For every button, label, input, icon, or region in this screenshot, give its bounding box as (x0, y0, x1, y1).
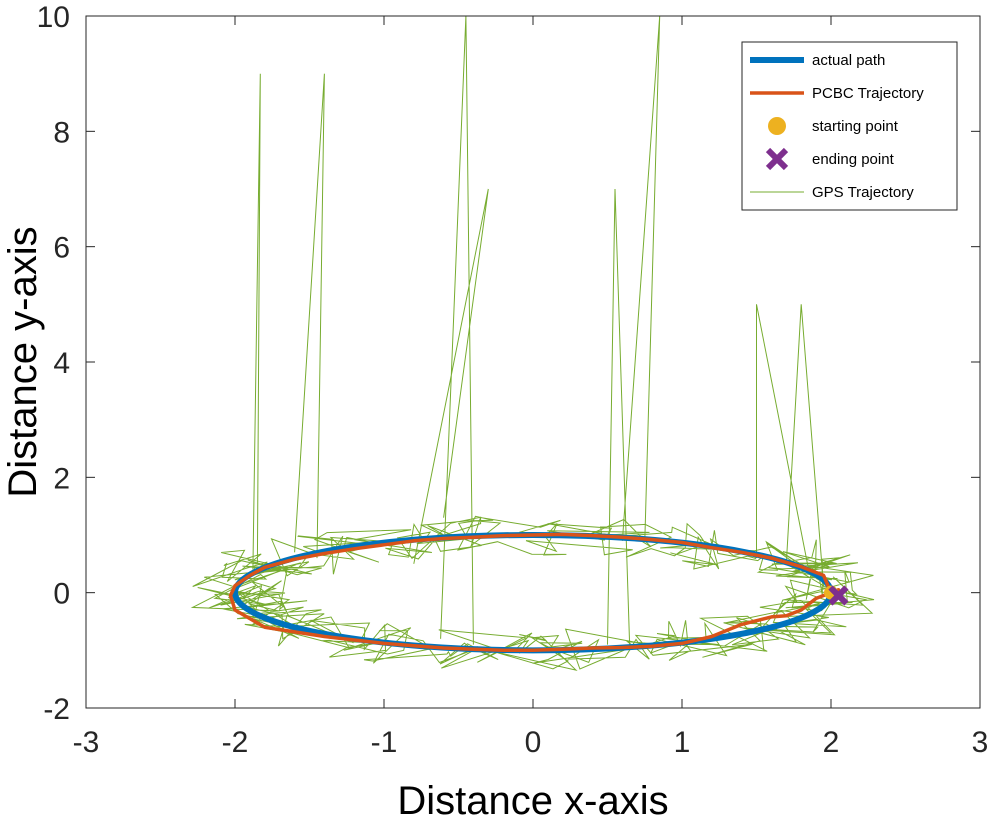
x-tick-label: 2 (823, 726, 840, 759)
y-tick-label: 6 (53, 232, 70, 265)
x-tick-label: 1 (674, 726, 691, 759)
legend-item: GPS Trajectory (750, 184, 914, 201)
legend-label: actual path (812, 52, 885, 69)
y-tick-label: 2 (53, 462, 70, 495)
legend-swatch-cross (765, 147, 789, 171)
x-axis-label: Distance x-axis (397, 779, 668, 818)
x-tick-label: -2 (222, 726, 249, 759)
ending-point-marker (828, 585, 849, 606)
legend-item: actual path (750, 52, 885, 69)
x-tick-label: 0 (525, 726, 542, 759)
legend-swatch (768, 117, 786, 135)
x-tick-label: -3 (73, 726, 100, 759)
x-tick-label: 3 (972, 726, 989, 759)
pcbc-trajectory-line (228, 532, 841, 653)
legend-label: GPS Trajectory (812, 184, 914, 201)
y-axis-label: Distance y-axis (1, 226, 45, 497)
legend-item: PCBC Trajectory (750, 85, 924, 102)
legend: actual path PCBC Trajectory starting point… (741, 41, 958, 211)
y-tick-label: 8 (53, 116, 70, 149)
y-tick-label: 10 (37, 1, 70, 34)
legend-item: starting point (768, 117, 899, 135)
legend-label: starting point (812, 118, 899, 135)
y-tick-label: 4 (53, 347, 70, 380)
legend-label: ending point (812, 151, 895, 168)
y-tick-label: 0 (53, 578, 70, 611)
legend-label: PCBC Trajectory (812, 85, 924, 102)
y-tick-label: -2 (43, 693, 70, 726)
x-tick-label: -1 (371, 726, 398, 759)
legend-item: ending point (765, 147, 895, 171)
